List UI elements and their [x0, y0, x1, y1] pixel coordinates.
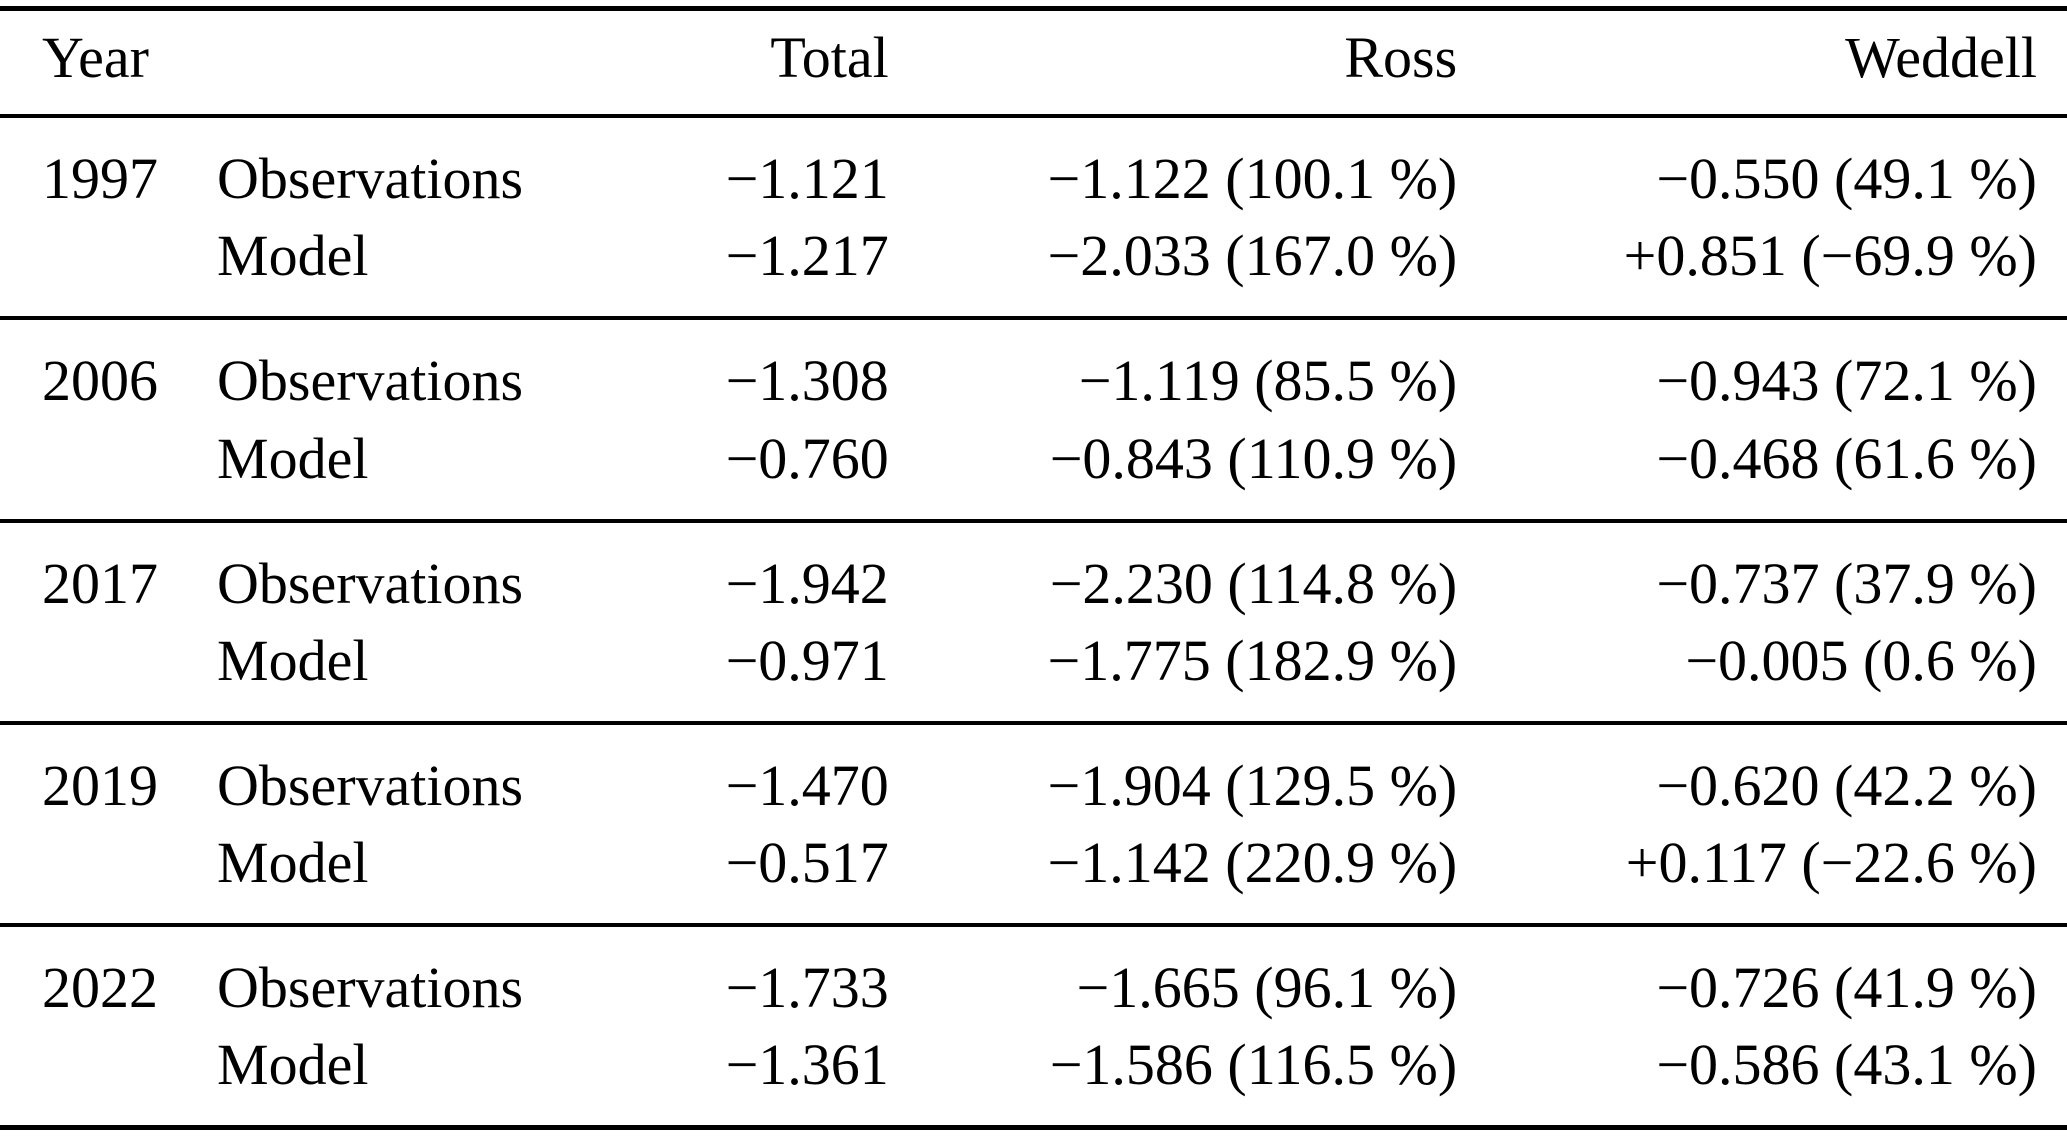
header-year: Year: [42, 25, 149, 90]
observations-row: 2017 Observations −1.942 −2.230 (114.8 %…: [0, 521, 2067, 622]
row-label-cell: Model: [217, 1032, 369, 1098]
total-cell: −0.971: [725, 627, 889, 693]
observations-row: 2006 Observations −1.308 −1.119 (85.5 %)…: [0, 318, 2067, 419]
row-label-cell: Model: [217, 627, 369, 693]
year-cell: [0, 217, 217, 318]
total-cell: −1.121: [725, 146, 889, 212]
year-cell: 2019: [42, 752, 158, 818]
year-group-2022: 2022 Observations −1.733 −1.665 (96.1 %)…: [0, 925, 2067, 1128]
year-cell: [0, 622, 217, 723]
model-row: Model −1.217 −2.033 (167.0 %) +0.851 (−6…: [0, 217, 2067, 318]
year-cell: [0, 420, 217, 521]
header-row: Year Total Ross Weddell: [0, 9, 2067, 117]
row-label-cell: Model: [217, 425, 369, 491]
observations-row: 2019 Observations −1.470 −1.904 (129.5 %…: [0, 723, 2067, 824]
header-ross: Ross: [1344, 25, 1458, 90]
year-cell: [0, 1026, 217, 1128]
ross-cell: −1.122 (100.1 %): [1047, 146, 1458, 212]
year-group-2017: 2017 Observations −1.942 −2.230 (114.8 %…: [0, 520, 2067, 723]
year-cell: 1997: [42, 146, 158, 212]
ross-cell: −0.843 (110.9 %): [1049, 425, 1458, 491]
total-cell: −1.308: [725, 348, 889, 414]
year-group-2019: 2019 Observations −1.470 −1.904 (129.5 %…: [0, 722, 2067, 925]
year-cell: 2006: [42, 348, 158, 414]
year-cell: 2022: [42, 955, 158, 1021]
ross-cell: −1.775 (182.9 %): [1047, 627, 1458, 693]
row-label-cell: Observations: [217, 752, 524, 818]
results-table: Year Total Ross Weddell 1997 Observation…: [0, 6, 2067, 1131]
weddell-cell: −0.620 (42.2 %): [1656, 752, 2037, 818]
weddell-cell: +0.117 (−22.6 %): [1625, 830, 2037, 895]
ross-cell: −1.586 (116.5 %): [1049, 1032, 1458, 1098]
header-weddell: Weddell: [1845, 25, 2037, 90]
year-group-1997: 1997 Observations −1.121 −1.122 (100.1 %…: [0, 116, 2067, 318]
total-cell: −0.760: [725, 425, 889, 491]
ross-cell: −1.665 (96.1 %): [1076, 955, 1458, 1021]
total-cell: −1.217: [725, 223, 889, 289]
total-cell: −0.517: [725, 830, 889, 895]
weddell-cell: −0.468 (61.6 %): [1656, 425, 2037, 491]
total-cell: −1.470: [725, 752, 889, 818]
weddell-cell: +0.851 (−69.9 %): [1623, 223, 2037, 289]
row-label-cell: Observations: [217, 146, 524, 212]
row-label-cell: Observations: [217, 955, 524, 1021]
row-label-cell: Observations: [217, 550, 524, 616]
weddell-cell: −0.943 (72.1 %): [1656, 348, 2037, 414]
observations-row: 2022 Observations −1.733 −1.665 (96.1 %)…: [0, 925, 2067, 1026]
total-cell: −1.361: [725, 1032, 889, 1098]
weddell-cell: −0.737 (37.9 %): [1656, 550, 2037, 616]
total-cell: −1.733: [725, 955, 889, 1021]
year-cell: [0, 824, 217, 925]
row-label-cell: Model: [217, 223, 369, 289]
row-label-cell: Model: [217, 830, 369, 895]
model-row: Model −0.760 −0.843 (110.9 %) −0.468 (61…: [0, 420, 2067, 521]
year-cell: 2017: [42, 550, 158, 616]
ross-cell: −2.230 (114.8 %): [1049, 550, 1458, 616]
row-label-cell: Observations: [217, 348, 524, 414]
header-label: [217, 9, 610, 117]
ross-cell: −1.119 (85.5 %): [1078, 348, 1458, 414]
model-row: Model −0.517 −1.142 (220.9 %) +0.117 (−2…: [0, 824, 2067, 925]
year-group-2006: 2006 Observations −1.308 −1.119 (85.5 %)…: [0, 318, 2067, 520]
model-row: Model −0.971 −1.775 (182.9 %) −0.005 (0.…: [0, 622, 2067, 723]
header-total: Total: [770, 25, 889, 90]
weddell-cell: −0.005 (0.6 %): [1685, 627, 2037, 693]
model-row: Model −1.361 −1.586 (116.5 %) −0.586 (43…: [0, 1026, 2067, 1128]
weddell-cell: −0.586 (43.1 %): [1656, 1032, 2037, 1098]
ross-cell: −2.033 (167.0 %): [1047, 223, 1458, 289]
total-cell: −1.942: [725, 550, 889, 616]
observations-row: 1997 Observations −1.121 −1.122 (100.1 %…: [0, 116, 2067, 217]
weddell-cell: −0.550 (49.1 %): [1656, 146, 2037, 212]
ross-cell: −1.904 (129.5 %): [1047, 752, 1458, 818]
ross-cell: −1.142 (220.9 %): [1047, 830, 1458, 895]
weddell-cell: −0.726 (41.9 %): [1656, 955, 2037, 1021]
